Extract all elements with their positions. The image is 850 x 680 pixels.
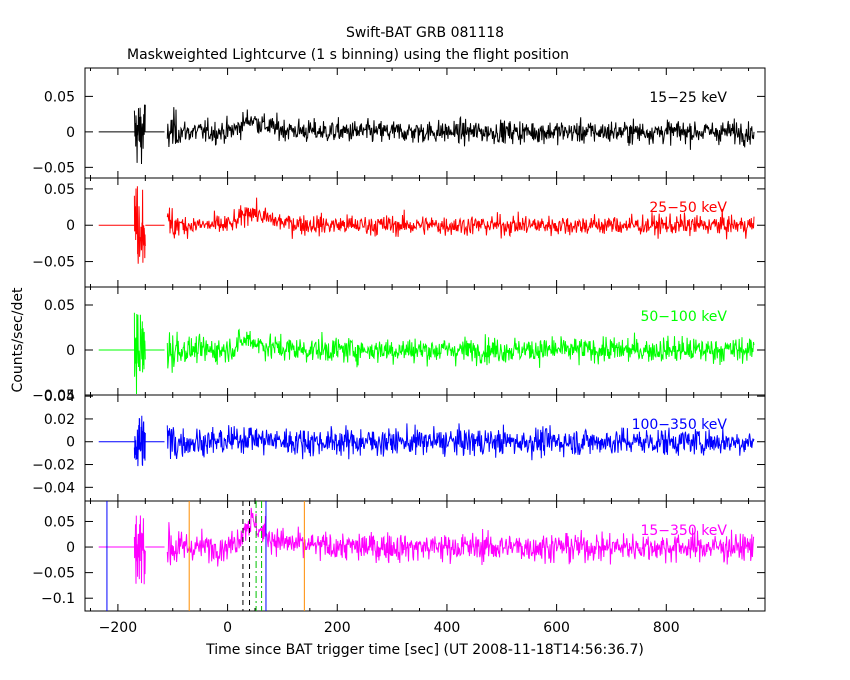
lightcurve-series <box>166 328 755 373</box>
y-tick-label: 0.05 <box>44 514 75 530</box>
y-tick-label: 0.05 <box>44 89 75 105</box>
panel-2: 0.05 0 −0.05 25−50 keV <box>32 177 766 288</box>
y-tick-label: 0 <box>66 435 75 451</box>
lightcurve-series <box>166 507 755 567</box>
early-burst-series <box>133 515 146 585</box>
panel-5: 0.05 0 −0.05 −0.1 15−350 keV <box>32 500 766 612</box>
y-tick-label: −0.04 <box>32 480 75 496</box>
x-axis-label: Time since BAT trigger time [sec] (UT 20… <box>205 642 644 658</box>
x-tick-label: 200 <box>324 620 351 636</box>
y-tick-label: −0.05 <box>32 388 75 404</box>
y-tick-label: −0.05 <box>32 160 75 176</box>
y-tick-label: 0.04 <box>44 389 75 405</box>
lightcurve-series <box>166 197 755 240</box>
y-tick-label: −0.1 <box>41 591 75 607</box>
energy-band-label: 15−25 keV <box>649 90 727 106</box>
panel-1: 0.05 0 −0.05 15−25 keV <box>32 67 766 179</box>
y-tick-label: 0.02 <box>44 412 75 428</box>
x-tick-label: −200 <box>99 620 137 636</box>
y-tick-label: 0 <box>66 540 75 556</box>
y-tick-label: 0 <box>66 343 75 359</box>
early-burst-series <box>133 312 146 395</box>
x-tick-label: 400 <box>434 620 461 636</box>
y-axis-label: Counts/sec/det <box>10 287 26 392</box>
energy-band-label: 15−350 keV <box>640 523 727 539</box>
x-tick-label: 0 <box>223 620 232 636</box>
early-burst-series <box>133 186 146 264</box>
chart-subtitle: Maskweighted Lightcurve (1 s binning) us… <box>127 47 569 63</box>
x-tick-label: 600 <box>543 620 570 636</box>
y-tick-label: −0.05 <box>32 566 75 582</box>
lightcurve-series <box>166 107 755 150</box>
y-tick-label: −0.02 <box>32 458 75 474</box>
x-axis-ticks: −200 0 200 400 600 800 <box>99 620 680 636</box>
y-tick-label: 0 <box>66 218 75 234</box>
y-tick-label: 0.05 <box>44 182 75 198</box>
chart-title: Swift-BAT GRB 081118 <box>346 25 504 41</box>
energy-band-label: 25−50 keV <box>649 200 727 216</box>
lightcurve-series <box>166 423 755 461</box>
panel-3: 0.05 0 −0.05 50−100 keV <box>32 286 766 404</box>
early-burst-series <box>133 415 146 467</box>
early-burst-series <box>133 104 146 165</box>
y-tick-label: −0.05 <box>32 255 75 271</box>
x-tick-label: 800 <box>653 620 680 636</box>
energy-band-label: 100−350 keV <box>632 417 728 433</box>
panel-frame <box>84 500 766 612</box>
energy-band-label: 50−100 keV <box>640 309 727 325</box>
panel-4: 0.04 0.02 0 −0.02 −0.04 100−350 keV <box>32 389 766 502</box>
panel-frame <box>84 67 766 179</box>
y-tick-label: 0.05 <box>44 298 75 314</box>
y-tick-label: 0 <box>66 125 75 141</box>
